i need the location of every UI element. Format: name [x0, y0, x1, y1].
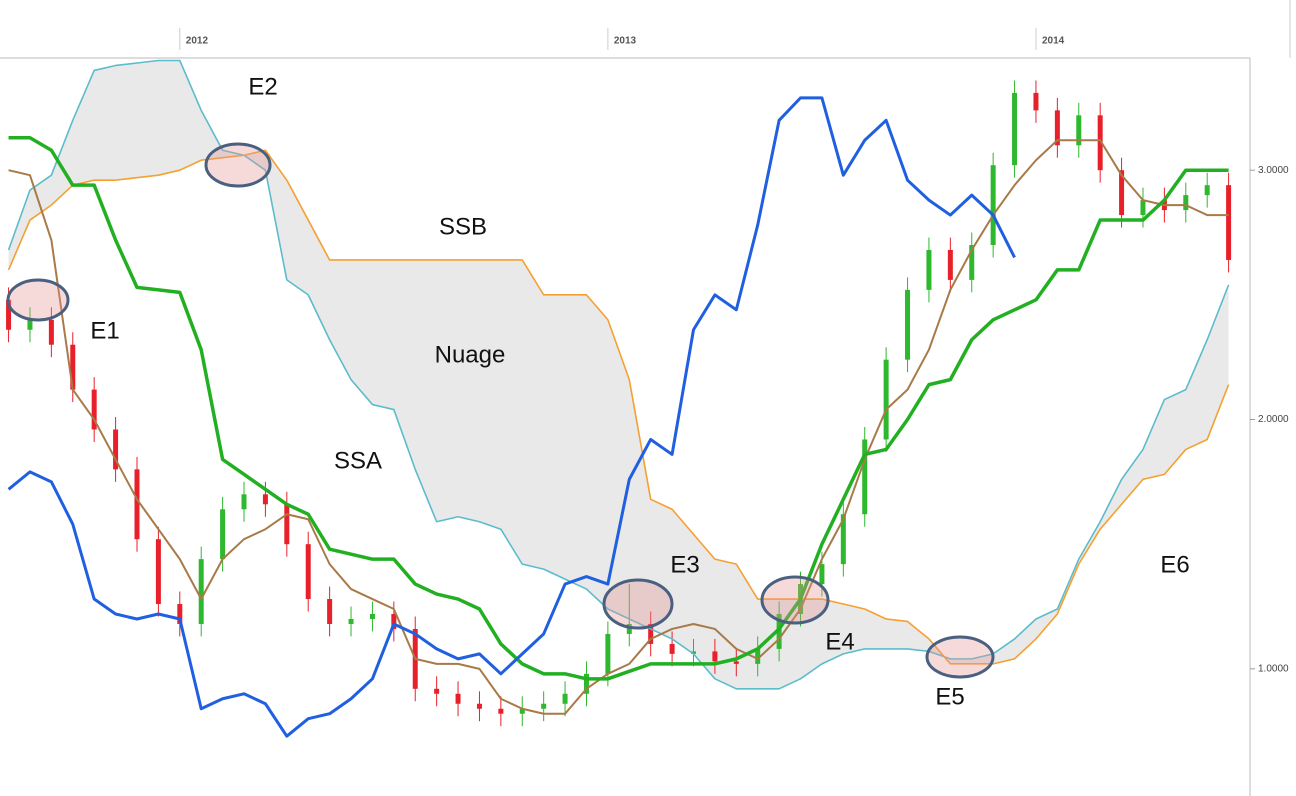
candle-body: [755, 648, 761, 664]
candle-body: [562, 693, 568, 704]
annotation: E6: [1160, 551, 1189, 578]
candle-body: [883, 359, 889, 440]
line-series: [8, 136, 1229, 681]
candle-body: [733, 661, 739, 664]
candle-body: [455, 693, 461, 704]
candle-body: [1033, 92, 1039, 111]
annotation: Nuage: [435, 341, 506, 368]
candle-body: [926, 249, 932, 290]
candle-body: [305, 544, 311, 600]
candle-body: [113, 429, 119, 470]
candle-body: [348, 618, 354, 624]
cloud: [8, 60, 1229, 689]
candle-body: [1054, 110, 1060, 146]
candle-body: [605, 633, 611, 674]
candle-body: [134, 469, 140, 540]
candle-body: [48, 319, 54, 345]
annotation: E3: [670, 551, 699, 578]
candle-body: [712, 651, 718, 662]
candle-body: [1140, 200, 1146, 216]
candle-body: [220, 509, 226, 560]
candle-body: [669, 643, 675, 654]
annotation: E1: [90, 317, 119, 344]
highlight-ellipse: [760, 575, 830, 625]
candle-body: [648, 623, 654, 644]
annotation: SSB: [439, 213, 487, 240]
line-series: [8, 139, 1229, 715]
y-tick-label: 3.0000: [1258, 165, 1289, 176]
candle-body: [840, 514, 846, 565]
line-series: [7, 59, 1230, 690]
candle-body: [690, 651, 696, 654]
candle-body: [177, 604, 183, 624]
highlight-ellipse: [602, 578, 674, 630]
highlight-ellipse: [204, 142, 272, 188]
annotation: SSA: [334, 447, 382, 474]
candle-body: [583, 673, 589, 694]
candle-body: [498, 708, 504, 714]
candle-body: [70, 344, 76, 390]
annotation: E5: [935, 683, 964, 710]
candle-body: [6, 299, 12, 330]
candle-body: [776, 613, 782, 649]
candle-body: [1119, 170, 1125, 216]
candle-body: [969, 244, 975, 280]
x-tick-label: 2014: [1042, 36, 1065, 47]
candle-body: [241, 494, 247, 510]
x-tick-label: 2012: [186, 36, 209, 47]
candle-body: [434, 688, 440, 694]
y-tick-label: 2.0000: [1258, 414, 1289, 425]
highlight-ellipse: [925, 635, 995, 679]
candle-body: [284, 504, 290, 545]
candle-body: [519, 708, 525, 714]
annotation: E2: [248, 73, 277, 100]
candle-body: [27, 319, 33, 330]
candle-body: [905, 289, 911, 360]
line-series: [7, 149, 1230, 665]
candle-body: [369, 613, 375, 619]
candle-body: [1204, 185, 1210, 196]
highlight-ellipse: [6, 278, 70, 322]
candle-body: [262, 494, 268, 505]
candle-body: [862, 439, 868, 515]
line-series: [7, 96, 1016, 738]
candle-body: [1076, 115, 1082, 146]
candle-body: [626, 623, 632, 634]
y-tick-label: 1.0000: [1258, 663, 1289, 674]
candle-body: [819, 564, 825, 585]
plot-area: [6, 59, 1232, 738]
candle-body: [327, 599, 333, 624]
candle-body: [1183, 195, 1189, 211]
candle-body: [541, 703, 547, 709]
candle-body: [391, 613, 397, 629]
candle-body: [198, 559, 204, 624]
x-tick-label: 2013: [614, 36, 637, 47]
candle-body: [1012, 92, 1018, 166]
annotation: E4: [825, 628, 854, 655]
candle-body: [155, 539, 161, 605]
candle-body: [476, 703, 482, 709]
candle-body: [91, 389, 97, 430]
candle-body: [990, 165, 996, 245]
candle-body: [947, 249, 953, 280]
candle-body: [1097, 115, 1103, 171]
candle-body: [1226, 185, 1232, 260]
